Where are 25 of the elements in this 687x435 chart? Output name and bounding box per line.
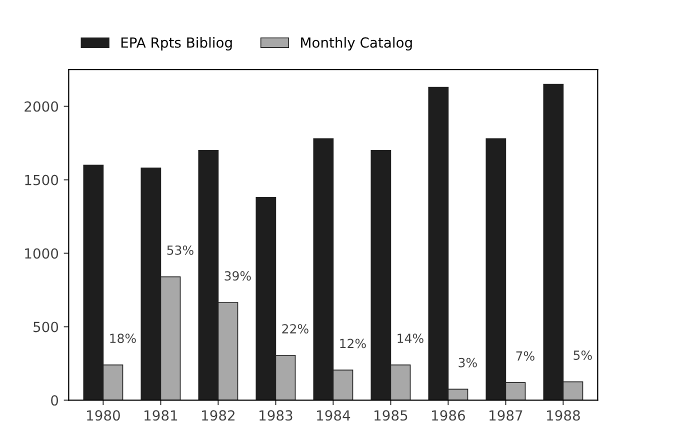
annotation: 3% [458,358,477,368]
annotation: 39% [224,271,251,281]
x-tick-label: 1983 [260,410,292,421]
x-tick-label: 1980 [87,410,120,421]
y-tick-label: 500 [34,322,58,332]
y-tick-label: 1500 [25,174,58,186]
annotation: 7% [516,351,534,361]
y-tick-label: 1000 [25,248,58,259]
x-tick-label: 1981 [144,410,178,421]
legend-label: EPA Rpts Bibliog [121,37,232,50]
x-tick-label: 1982 [202,410,234,421]
annotation: 18% [110,334,136,344]
annotation: 14% [398,334,424,344]
annotation: 5% [574,350,592,360]
x-tick-label: 1984 [317,410,350,421]
annotation: 53% [167,245,194,255]
x-tick-label: 1986 [432,410,465,421]
annotation: 22% [282,324,308,334]
x-tick-label: 1988 [547,410,580,421]
x-tick-label: 1985 [374,410,408,421]
annotation: 12% [340,338,366,348]
x-tick-label: 1987 [490,410,522,421]
y-tick-label: 0 [51,395,58,406]
y-tick-label: 2000 [24,101,58,112]
legend-label: Monthly Catalog [301,37,412,50]
